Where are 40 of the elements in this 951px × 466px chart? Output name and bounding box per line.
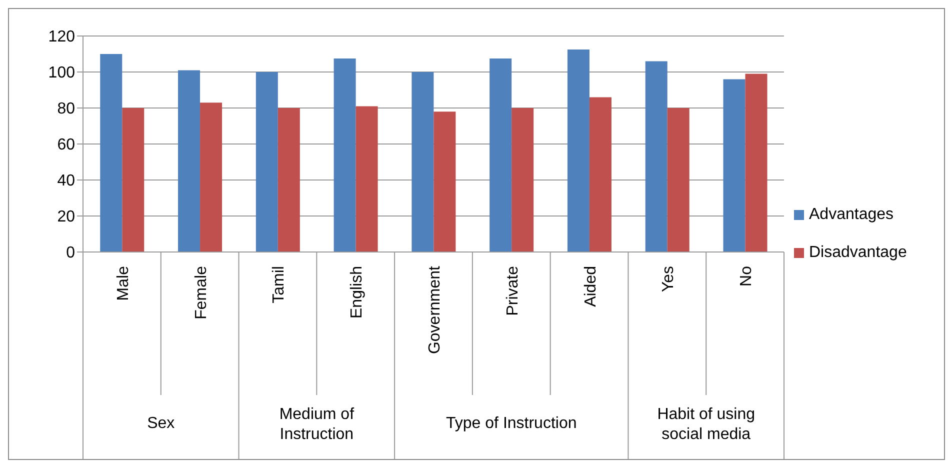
x-tick-label: Female (192, 266, 210, 320)
text: Type of Instruction (446, 415, 577, 432)
bar (745, 74, 768, 252)
bar (122, 108, 144, 252)
y-tick-label: 20 (57, 208, 76, 226)
y-tick-label: 120 (48, 28, 76, 46)
bar (434, 112, 456, 252)
y-tick-label: 40 (57, 172, 76, 190)
x-tick-label: Yes (660, 266, 678, 292)
x-tick-label: Tamil (270, 266, 288, 304)
bar (645, 61, 668, 252)
text: Sex (147, 415, 175, 432)
bar (589, 97, 612, 252)
bar (723, 79, 746, 252)
bar (200, 102, 222, 252)
y-tick-label: 100 (48, 64, 76, 82)
y-tick-label: 0 (66, 244, 76, 262)
bar (256, 72, 278, 252)
bar (667, 108, 690, 252)
bar (100, 54, 122, 252)
y-tick-label: 80 (57, 100, 76, 118)
x-tick-label: Male (114, 266, 132, 301)
text: Medium of Instruction (279, 406, 355, 443)
x-tick-label: Private (504, 266, 522, 316)
bar (356, 106, 378, 252)
bar (178, 70, 200, 252)
legend-label: Advantages (808, 205, 895, 225)
x-tick-label: Government (426, 265, 444, 354)
bar (278, 108, 300, 252)
x-tick-label: No (738, 266, 756, 286)
legend-label: Disadvantage (808, 243, 908, 263)
x-tick-label: English (348, 266, 366, 318)
bar (512, 108, 534, 252)
x-tick-label: Aided (582, 266, 600, 307)
bar (334, 58, 356, 252)
text: Habit of using social media (657, 406, 756, 443)
bar (412, 72, 434, 252)
y-tick-label: 60 (57, 136, 76, 154)
bar (567, 50, 590, 252)
bar (490, 58, 512, 252)
